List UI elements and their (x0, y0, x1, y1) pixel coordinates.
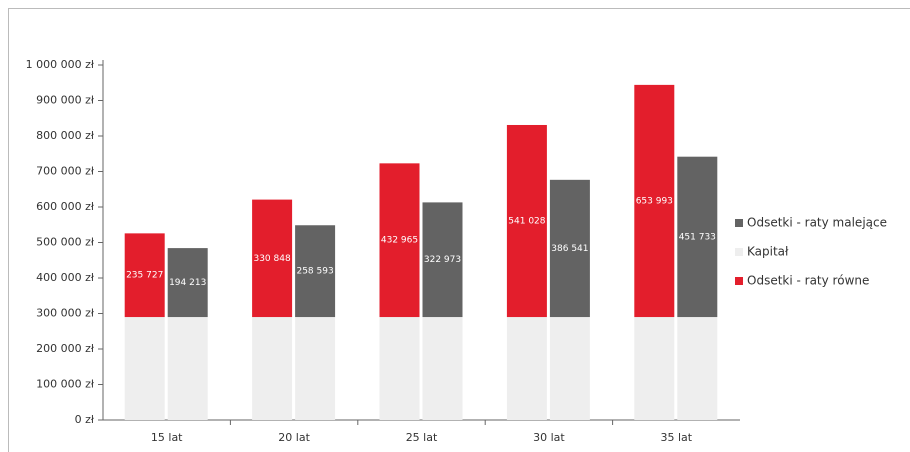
value-label: 653 993 (636, 196, 673, 206)
value-label: 432 965 (381, 236, 418, 246)
bar-segment (252, 317, 293, 420)
value-label: 451 733 (679, 232, 716, 242)
y-tick-label: 100 000 zł (36, 378, 95, 391)
y-tick-label: 200 000 zł (36, 342, 95, 355)
bar-segment (677, 156, 718, 318)
y-tick-label: 500 000 zł (36, 236, 95, 249)
legend-swatch (735, 248, 743, 256)
legend-swatch (735, 219, 743, 227)
bar-segment (549, 179, 590, 318)
x-tick-label: 25 lat (406, 431, 438, 444)
y-tick-label: 600 000 zł (36, 200, 95, 213)
y-tick-label: 700 000 zł (36, 165, 95, 178)
bar-segment (167, 248, 208, 318)
x-tick-label: 30 lat (533, 431, 565, 444)
bar-segment (252, 199, 293, 318)
bar-segment (124, 317, 165, 420)
bar-segment (379, 317, 420, 420)
bar-segment (506, 317, 547, 420)
bar-segment (379, 163, 420, 318)
y-tick-label: 300 000 zł (36, 307, 95, 320)
bar-segment (167, 317, 208, 420)
bar-segment (677, 317, 718, 420)
value-label: 322 973 (424, 255, 461, 265)
y-tick-label: 800 000 zł (36, 129, 95, 142)
legend-swatch (735, 277, 743, 285)
y-tick-label: 0 zł (75, 413, 95, 426)
y-tick-label: 1 000 000 zł (26, 58, 95, 71)
value-label: 235 727 (126, 271, 163, 281)
chart-frame (8, 8, 910, 452)
x-tick-label: 15 lat (151, 431, 183, 444)
legend-label: Odsetki - raty malejące (747, 216, 887, 230)
bar-segment (295, 317, 336, 420)
value-label: 386 541 (551, 244, 588, 254)
bar-segment (124, 233, 165, 318)
bar-segment (634, 317, 675, 420)
y-tick-label: 400 000 zł (36, 271, 95, 284)
y-tick-label: 900 000 zł (36, 94, 95, 107)
bar-segment (634, 84, 675, 318)
bar-segment (549, 317, 590, 420)
value-label: 541 028 (508, 217, 545, 227)
value-label: 330 848 (253, 254, 290, 264)
bar-segment (295, 225, 336, 318)
bar-segment (506, 124, 547, 318)
x-tick-label: 20 lat (278, 431, 310, 444)
legend-label: Odsetki - raty równe (747, 274, 869, 288)
value-label: 194 213 (169, 278, 206, 288)
x-tick-label: 35 lat (660, 431, 692, 444)
value-label: 258 593 (296, 267, 333, 277)
bar-segment (422, 202, 463, 318)
legend-label: Kapitał (747, 245, 789, 259)
bar-segment (422, 317, 463, 420)
